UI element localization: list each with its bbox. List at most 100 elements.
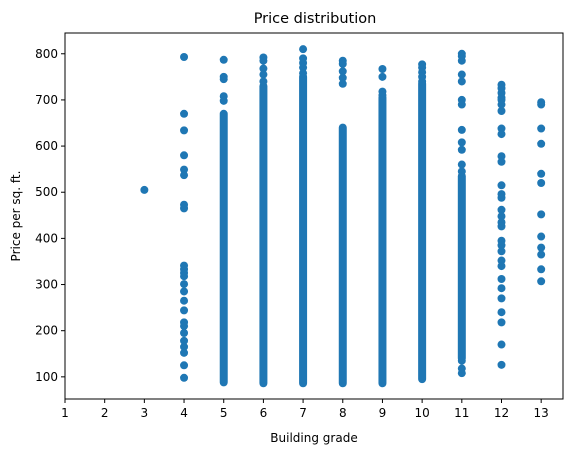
dense-point-column-7 bbox=[299, 72, 308, 388]
data-point bbox=[457, 160, 466, 169]
x-tick-label: 11 bbox=[454, 406, 469, 420]
data-point bbox=[497, 152, 506, 161]
data-point bbox=[180, 53, 189, 61]
data-point bbox=[219, 75, 228, 84]
x-tick-label: 3 bbox=[141, 406, 149, 420]
data-point bbox=[497, 157, 506, 166]
data-point bbox=[378, 72, 387, 81]
y-tick-label: 100 bbox=[35, 370, 58, 384]
data-point bbox=[537, 100, 546, 109]
x-tick-label: 7 bbox=[299, 406, 307, 420]
y-tick-label: 600 bbox=[35, 139, 58, 153]
data-point bbox=[537, 243, 546, 252]
data-point bbox=[180, 109, 189, 118]
data-point bbox=[457, 70, 466, 79]
data-point bbox=[457, 167, 466, 176]
x-axis-label: Building grade bbox=[270, 431, 357, 445]
dense-point-column-11 bbox=[457, 172, 466, 363]
y-tick-label: 500 bbox=[35, 185, 58, 199]
data-point bbox=[497, 222, 506, 231]
data-point bbox=[537, 277, 546, 286]
data-point bbox=[180, 329, 189, 337]
data-point bbox=[537, 169, 546, 178]
dense-point-column-6 bbox=[259, 82, 268, 388]
data-point bbox=[457, 125, 466, 134]
data-point bbox=[497, 284, 506, 293]
data-point bbox=[457, 364, 466, 373]
dense-point-column-9 bbox=[378, 93, 387, 388]
data-point bbox=[497, 205, 506, 214]
data-point bbox=[259, 56, 268, 65]
data-point bbox=[180, 348, 189, 357]
data-point bbox=[537, 124, 546, 133]
data-point bbox=[497, 130, 506, 139]
data-point bbox=[497, 100, 506, 109]
x-tick-label: 4 bbox=[180, 406, 188, 420]
points-layer bbox=[140, 45, 546, 388]
x-tick-label: 12 bbox=[494, 406, 509, 420]
data-point bbox=[457, 145, 466, 154]
y-tick-label: 200 bbox=[35, 324, 58, 338]
data-point bbox=[497, 107, 506, 115]
data-point bbox=[180, 306, 189, 315]
dense-point-column-8 bbox=[338, 123, 347, 388]
y-tick-label: 700 bbox=[35, 93, 58, 107]
data-point bbox=[497, 360, 506, 369]
data-point bbox=[418, 77, 427, 86]
data-point bbox=[180, 280, 189, 289]
chart-title: Price distribution bbox=[254, 11, 377, 27]
y-axis-label: Price per sq. ft. bbox=[9, 171, 23, 262]
data-point bbox=[497, 181, 506, 190]
data-point bbox=[497, 241, 506, 250]
data-point bbox=[537, 210, 546, 219]
data-point bbox=[219, 96, 228, 105]
data-point bbox=[259, 64, 268, 73]
data-point bbox=[537, 232, 546, 241]
data-point bbox=[497, 193, 506, 202]
data-point bbox=[338, 73, 347, 82]
data-point bbox=[497, 318, 506, 327]
y-tick-label: 400 bbox=[35, 231, 58, 245]
plot-frame bbox=[64, 32, 564, 400]
data-point bbox=[180, 272, 189, 281]
data-point bbox=[338, 59, 347, 68]
data-point bbox=[457, 77, 466, 86]
data-point bbox=[180, 342, 189, 351]
x-tick-label: 8 bbox=[339, 406, 347, 420]
data-point bbox=[140, 185, 149, 194]
dense-point-column-10 bbox=[418, 79, 427, 384]
data-point bbox=[219, 55, 228, 64]
data-point bbox=[457, 138, 466, 147]
x-axis-ticks: 1 2 3 4 5 6 7 8 9 10 11 12 13 bbox=[61, 399, 549, 420]
data-point bbox=[180, 126, 189, 135]
y-tick-label: 800 bbox=[35, 47, 58, 61]
data-point bbox=[457, 56, 466, 65]
x-tick-label: 1 bbox=[61, 406, 69, 420]
data-point bbox=[259, 77, 268, 86]
data-point bbox=[497, 308, 506, 317]
x-tick-label: 6 bbox=[260, 406, 268, 420]
data-point bbox=[497, 262, 506, 271]
data-point bbox=[457, 100, 466, 109]
data-point bbox=[497, 247, 506, 256]
data-point bbox=[180, 336, 189, 345]
data-point bbox=[180, 151, 189, 160]
data-point bbox=[537, 250, 546, 259]
data-point bbox=[180, 204, 189, 213]
data-point bbox=[497, 294, 506, 303]
y-axis-ticks: 100 200 300 400 500 600 700 800 bbox=[35, 47, 65, 384]
dense-point-column-5 bbox=[219, 109, 228, 387]
data-point bbox=[497, 124, 506, 133]
x-tick-label: 9 bbox=[379, 406, 387, 420]
data-point bbox=[537, 179, 546, 187]
data-point bbox=[299, 45, 308, 54]
x-tick-label: 5 bbox=[220, 406, 228, 420]
data-point bbox=[180, 322, 189, 331]
data-point bbox=[338, 67, 347, 76]
x-tick-label: 2 bbox=[101, 406, 109, 420]
data-point bbox=[180, 361, 189, 370]
data-point bbox=[378, 65, 387, 73]
data-point bbox=[299, 63, 308, 72]
